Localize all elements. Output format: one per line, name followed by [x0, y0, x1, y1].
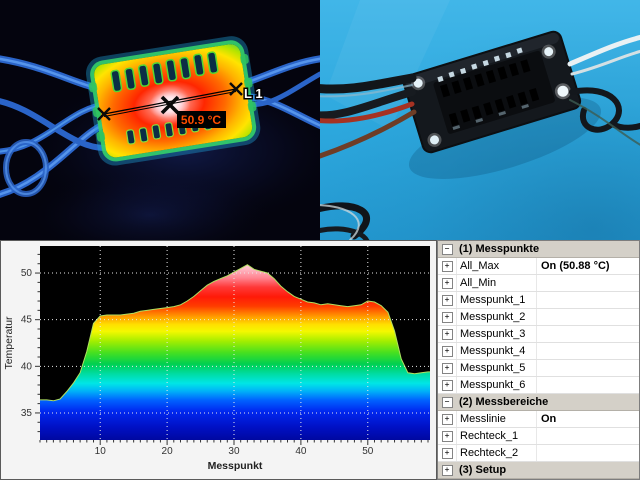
measure-endpoint-left-icon[interactable]: [97, 107, 111, 121]
expand-toggle-icon[interactable]: +: [441, 277, 453, 289]
panel-row[interactable]: + Messpunkt_2: [438, 309, 639, 326]
row-label: Rechteck_1: [457, 428, 537, 444]
thermal-image-view: L 1 50.9 °C: [0, 0, 320, 240]
group-label: (1) Messpunkte: [459, 243, 540, 255]
group-label: (3) Setup: [459, 464, 507, 476]
expand-toggle-icon[interactable]: +: [441, 447, 453, 459]
row-label: Rechteck_2: [457, 445, 537, 461]
panel-row[interactable]: + Rechteck_1: [438, 428, 639, 445]
thermal-image: L 1 50.9 °C: [0, 0, 320, 240]
row-label: Messpunkt_4: [457, 343, 537, 359]
row-label: All_Max: [457, 258, 537, 274]
expand-toggle-icon[interactable]: +: [441, 260, 453, 272]
panel-row[interactable]: + Rechteck_2: [438, 445, 639, 462]
row-label: Messlinie: [457, 411, 537, 427]
thermal-glow-bottom: [30, 170, 270, 240]
row-value: On: [541, 413, 557, 425]
row-value: On (50.88 °C): [541, 260, 610, 272]
expand-toggle-icon[interactable]: +: [441, 430, 453, 442]
gridlines: [40, 246, 430, 440]
expand-toggle-icon[interactable]: +: [441, 464, 453, 476]
temperature-area: [40, 264, 430, 440]
thermal-pin-slots-top: [110, 51, 219, 93]
svg-text:50: 50: [21, 268, 33, 279]
socket-holes: [439, 59, 540, 127]
measure-line-group[interactable]: [97, 82, 243, 121]
panel-row[interactable]: + Messpunkt_5: [438, 360, 639, 377]
thermal-side-pads: [88, 54, 257, 142]
board-pins-top: [437, 47, 523, 83]
photo-circuit-board: [402, 30, 582, 154]
measure-center-marker-icon[interactable]: [160, 95, 180, 115]
profile-chart-canvas: 10 20 30 40 50 35 40 45 50 Messpunkt Temperatur: [3, 246, 430, 472]
axis-ticks: [35, 253, 429, 445]
y-axis-label: Temperatur: [3, 316, 15, 370]
temperature-profile-chart: 10 20 30 40 50 35 40 45 50 Messpunkt Temperatur: [0, 240, 437, 480]
socket-holes-glint: [452, 103, 529, 130]
measure-endpoint-right-icon[interactable]: [229, 82, 243, 96]
visual-photo: [320, 0, 640, 240]
board-shadow: [408, 97, 602, 179]
measurement-panel: − (1) Messpunkte + All_Max On (50.88 °C) + All…: [437, 240, 640, 480]
panel-row[interactable]: + Messpunkt_3: [438, 326, 639, 343]
expand-toggle-icon[interactable]: +: [441, 345, 453, 357]
collapse-toggle-icon[interactable]: −: [441, 396, 453, 408]
panel-row[interactable]: + Messpunkt_4: [438, 343, 639, 360]
svg-text:10: 10: [95, 446, 107, 457]
photo-wires: [320, 34, 640, 240]
row-label: Messpunkt_5: [457, 360, 537, 376]
row-label: Messpunkt_2: [457, 309, 537, 325]
panel-row[interactable]: + Messlinie On: [438, 411, 639, 428]
visual-photo-view: [320, 0, 640, 240]
row-label: Messpunkt_6: [457, 377, 537, 393]
temperature-readout-value: 50.9 °C: [181, 113, 221, 127]
axis-tick-labels: 10 20 30 40 50 35 40 45 50: [21, 268, 374, 457]
svg-text:40: 40: [21, 361, 33, 372]
collapse-toggle-icon[interactable]: −: [441, 243, 453, 255]
solder-pads: [411, 44, 571, 147]
temperature-readout[interactable]: 50.9 °C: [177, 111, 226, 128]
expand-toggle-icon[interactable]: +: [441, 379, 453, 391]
measure-line-name: L 1: [244, 86, 263, 101]
svg-text:35: 35: [21, 408, 33, 419]
group-label: (2) Messbereiche: [459, 396, 549, 408]
expand-toggle-icon[interactable]: +: [441, 311, 453, 323]
svg-text:40: 40: [295, 446, 307, 457]
svg-text:20: 20: [162, 446, 174, 457]
panel-row[interactable]: + Messpunkt_6: [438, 377, 639, 394]
panel-group-header[interactable]: + (3) Setup: [438, 462, 639, 479]
svg-text:50: 50: [362, 446, 374, 457]
panel-row[interactable]: + All_Max On (50.88 °C): [438, 258, 639, 275]
row-label: Messpunkt_3: [457, 326, 537, 342]
expand-toggle-icon[interactable]: +: [441, 294, 453, 306]
expand-toggle-icon[interactable]: +: [441, 413, 453, 425]
row-label: Messpunkt_1: [457, 292, 537, 308]
expand-toggle-icon[interactable]: +: [441, 362, 453, 374]
svg-text:45: 45: [21, 315, 33, 326]
x-axis-label: Messpunkt: [208, 460, 263, 472]
expand-toggle-icon[interactable]: +: [441, 328, 453, 340]
temperature-readout-bg: [177, 111, 226, 128]
temperature-outline: [40, 264, 430, 402]
panel-group-header[interactable]: − (1) Messpunkte: [438, 241, 639, 258]
panel-row[interactable]: + Messpunkt_1: [438, 292, 639, 309]
measurement-tree: − (1) Messpunkte + All_Max On (50.88 °C) + All…: [438, 241, 639, 479]
panel-group-header[interactable]: − (2) Messbereiche: [438, 394, 639, 411]
svg-text:30: 30: [228, 446, 240, 457]
measure-line[interactable]: [103, 88, 237, 115]
panel-row[interactable]: + All_Min: [438, 275, 639, 292]
row-label: All_Min: [457, 275, 537, 291]
